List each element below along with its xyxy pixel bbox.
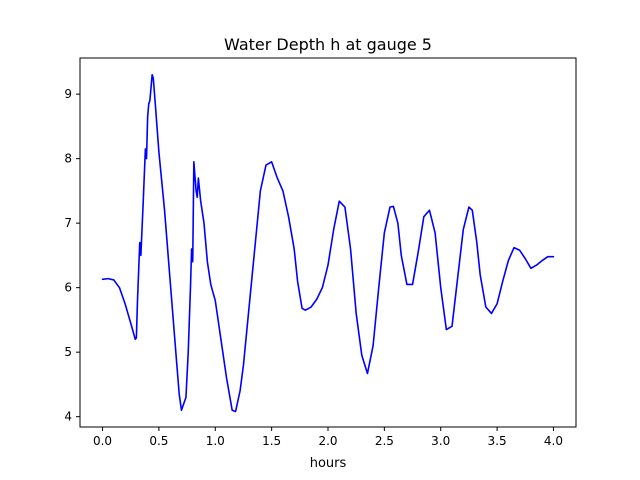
series-line-0 [101,73,555,413]
x-axis-label: hours [310,456,347,471]
y-tick-label: 5 [64,345,72,359]
x-tick-label: 4.0 [544,434,563,448]
x-tick-label: 0.0 [93,434,112,448]
y-tick-label: 7 [64,216,72,230]
x-tick-label: 0.5 [149,434,168,448]
x-tick-label: 3.0 [431,434,450,448]
y-tick-label: 9 [64,87,72,101]
y-tick-label: 8 [64,152,72,166]
x-tick-label: 3.5 [488,434,507,448]
plot-area [101,73,555,413]
x-tick-label: 2.5 [375,434,394,448]
x-tick-label: 1.5 [262,434,281,448]
x-tick-label: 2.0 [318,434,337,448]
y-tick-label: 4 [64,410,72,424]
y-tick-label: 6 [64,281,72,295]
chart-title: Water Depth h at gauge 5 [224,35,432,54]
axes: 0.0 0.5 1.0 1.5 2.0 2.5 3.0 3.5 4.0 4 5 6 7 8 9 [64,57,577,448]
x-tick-label: 1.0 [206,434,225,448]
